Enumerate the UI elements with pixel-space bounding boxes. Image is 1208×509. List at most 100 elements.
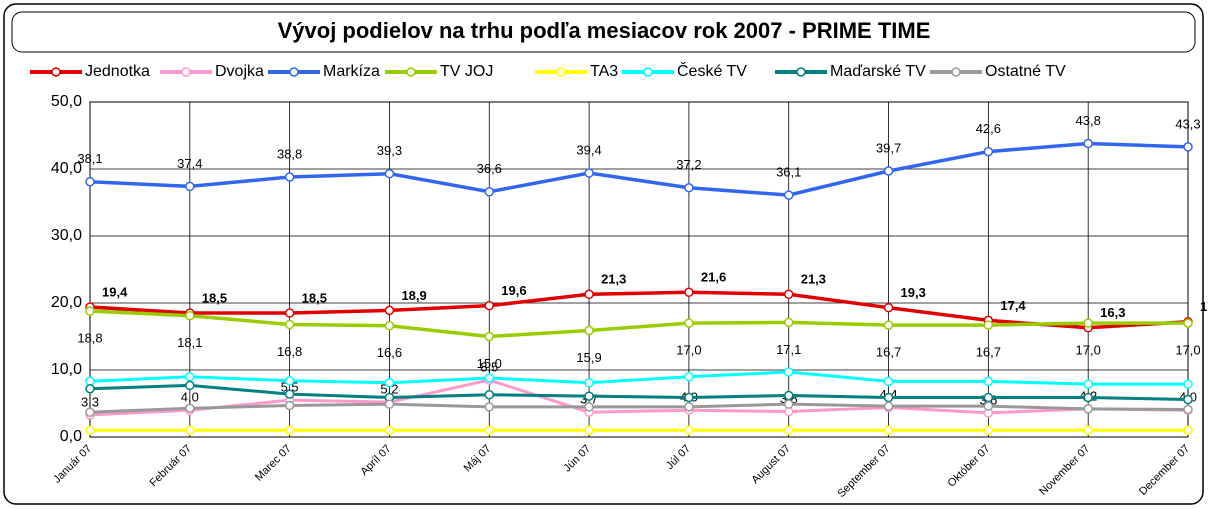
data-label: 17,2 — [1200, 299, 1208, 314]
data-point — [684, 425, 694, 436]
data-point — [684, 287, 694, 298]
data-point — [783, 399, 794, 409]
data-point — [584, 325, 594, 336]
data-point — [983, 425, 994, 436]
data-point — [883, 166, 894, 176]
y-tick-label: 30,0 — [51, 227, 82, 244]
data-label: 18,5 — [302, 290, 327, 305]
data-label: 38,8 — [277, 146, 302, 161]
legend-marker — [181, 67, 191, 77]
data-label: 39,4 — [576, 142, 601, 157]
data-label: 37,4 — [177, 156, 202, 171]
legend-marker — [643, 67, 653, 77]
data-point — [284, 172, 295, 182]
data-point — [1083, 318, 1093, 328]
data-point — [584, 391, 594, 401]
y-tick-label: 10,0 — [51, 361, 82, 378]
data-label: 21,3 — [801, 272, 826, 287]
data-point — [384, 377, 395, 388]
data-point — [883, 376, 894, 387]
data-point — [484, 373, 495, 383]
data-point — [584, 289, 594, 300]
legend-label: Maďarské TV — [830, 63, 926, 80]
series-line — [89, 309, 1188, 339]
y-tick-label: 20,0 — [51, 294, 82, 311]
data-label: 21,6 — [701, 270, 726, 285]
data-point — [185, 403, 195, 413]
data-point — [983, 320, 994, 330]
data-point — [1083, 425, 1093, 436]
data-point — [783, 390, 794, 401]
legend-label: České TV — [677, 61, 747, 80]
data-label: 18,9 — [401, 288, 426, 303]
data-point — [284, 425, 295, 436]
data-point — [1183, 379, 1193, 389]
data-label: 16,6 — [377, 345, 402, 360]
series-line — [89, 290, 1189, 330]
data-point — [783, 317, 794, 328]
data-label: 4,0 — [181, 390, 199, 405]
data-point — [185, 181, 195, 192]
data-point — [783, 190, 794, 200]
data-point — [185, 310, 195, 321]
data-point — [783, 289, 794, 300]
data-point — [85, 384, 95, 394]
data-point — [484, 402, 495, 412]
data-label: 16,8 — [277, 344, 302, 359]
data-label: 43,8 — [1076, 113, 1101, 128]
data-point — [1183, 425, 1193, 436]
data-label: 17,0 — [1076, 343, 1101, 358]
data-point — [1183, 394, 1193, 405]
data-point — [384, 425, 395, 436]
data-point — [684, 371, 694, 382]
data-point — [883, 401, 894, 411]
data-point — [185, 380, 195, 391]
data-label: 39,3 — [377, 143, 402, 158]
legend-label: Ostatné TV — [985, 63, 1066, 80]
data-label: 38,1 — [77, 151, 102, 166]
data-label: 36,1 — [776, 165, 801, 180]
data-point — [584, 377, 594, 388]
legend-marker — [556, 67, 566, 77]
data-label: 36,6 — [477, 161, 502, 176]
y-tick-label: 40,0 — [51, 160, 82, 177]
series-line — [89, 383, 1189, 401]
data-point — [883, 392, 894, 403]
data-point — [1083, 404, 1093, 414]
data-point — [1183, 404, 1193, 415]
legend-label: TV JOJ — [440, 63, 493, 80]
data-point — [384, 399, 395, 409]
data-point — [85, 425, 95, 436]
data-label: 16,3 — [1100, 305, 1125, 320]
data-label: 17,0 — [1175, 343, 1200, 358]
data-point — [1183, 142, 1193, 152]
data-point — [684, 392, 694, 403]
data-point — [684, 183, 694, 193]
data-label: 18,1 — [177, 335, 202, 350]
data-label: 18,5 — [202, 290, 227, 305]
data-point — [584, 168, 594, 178]
title-box — [11, 11, 1196, 53]
y-tick-label: 50,0 — [51, 93, 82, 110]
data-point — [484, 390, 495, 400]
data-label: 5,2 — [380, 382, 398, 397]
data-point — [284, 308, 295, 318]
legend-marker — [51, 67, 61, 77]
data-point — [185, 425, 195, 436]
data-label: 37,2 — [676, 157, 701, 172]
data-label: 15,9 — [576, 350, 601, 365]
data-point — [85, 407, 95, 417]
data-point — [185, 371, 195, 382]
data-label: 17,4 — [1000, 298, 1026, 313]
data-point — [284, 319, 295, 330]
series-line — [89, 141, 1189, 197]
data-point — [783, 367, 794, 377]
data-point — [484, 187, 495, 197]
data-label: 42,6 — [976, 121, 1001, 136]
chart-title: Vývoj podielov na trhu podľa mesiacov ro… — [278, 18, 931, 43]
data-point — [384, 305, 395, 316]
legend-marker — [289, 67, 299, 77]
data-point — [284, 375, 295, 386]
data-point — [883, 425, 894, 436]
